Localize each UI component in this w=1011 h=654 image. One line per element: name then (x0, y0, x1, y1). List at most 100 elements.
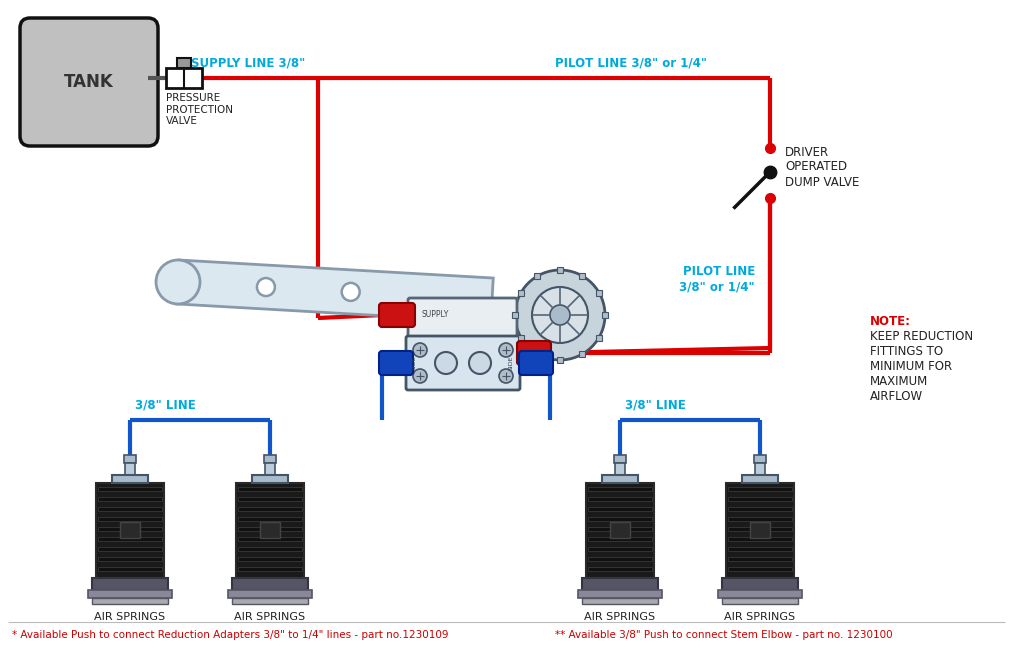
Bar (717, 590, 801, 598)
Bar (721, 578, 798, 590)
Bar (587, 487, 651, 491)
Bar (602, 475, 637, 483)
Bar (98, 497, 162, 501)
Text: TANK: TANK (64, 73, 114, 91)
Bar (252, 475, 288, 483)
Bar (238, 567, 301, 571)
Bar (725, 483, 794, 578)
Bar (741, 475, 777, 483)
Bar (727, 497, 792, 501)
Circle shape (412, 343, 427, 357)
Bar (727, 487, 792, 491)
Text: SUPPLY: SUPPLY (422, 310, 449, 319)
Bar (265, 463, 275, 475)
Bar (587, 507, 651, 511)
Text: NOTE:: NOTE: (869, 315, 910, 328)
Text: SIDE: SIDE (509, 356, 514, 370)
Bar (585, 483, 653, 578)
FancyBboxPatch shape (407, 298, 517, 344)
Bar (238, 527, 301, 531)
Bar (587, 537, 651, 541)
FancyBboxPatch shape (20, 18, 158, 146)
Bar (88, 590, 172, 598)
Bar (238, 497, 301, 501)
Bar (614, 455, 626, 463)
Text: 3/8" LINE: 3/8" LINE (625, 399, 685, 412)
Bar (577, 590, 661, 598)
Bar (264, 455, 276, 463)
Bar (602, 312, 608, 318)
Bar (92, 578, 168, 590)
Circle shape (468, 352, 490, 374)
Bar (615, 463, 625, 475)
Bar (581, 578, 657, 590)
Bar (587, 517, 651, 521)
Circle shape (549, 305, 569, 325)
Bar (556, 267, 562, 273)
FancyBboxPatch shape (379, 303, 415, 327)
Bar (96, 483, 164, 578)
Circle shape (532, 287, 587, 343)
Bar (587, 567, 651, 571)
Text: ** Available 3/8" Push to connect Stem Elbow - part no. 1230100: ** Available 3/8" Push to connect Stem E… (554, 630, 892, 640)
Bar (753, 455, 765, 463)
Bar (166, 68, 202, 88)
FancyBboxPatch shape (405, 336, 520, 390)
Text: 3/8" LINE: 3/8" LINE (134, 399, 195, 412)
Circle shape (498, 343, 513, 357)
Text: * Available Push to connect Reduction Adapters 3/8" to 1/4" lines - part no.1230: * Available Push to connect Reduction Ad… (12, 630, 448, 640)
Bar (112, 475, 148, 483)
Bar (98, 487, 162, 491)
Bar (587, 557, 651, 561)
Bar (98, 537, 162, 541)
Circle shape (257, 278, 275, 296)
Bar (587, 497, 651, 501)
Bar (98, 527, 162, 531)
Bar (581, 598, 657, 604)
Circle shape (435, 352, 457, 374)
Text: AIR SPRINGS: AIR SPRINGS (94, 612, 166, 622)
Bar (579, 273, 585, 279)
Circle shape (156, 260, 200, 304)
Bar (518, 290, 524, 296)
Bar (727, 517, 792, 521)
Bar (727, 507, 792, 511)
Bar (727, 567, 792, 571)
Bar (727, 527, 792, 531)
Bar (98, 567, 162, 571)
Bar (98, 517, 162, 521)
FancyBboxPatch shape (517, 341, 550, 365)
Bar (238, 547, 301, 551)
Polygon shape (177, 260, 492, 322)
Circle shape (515, 270, 605, 360)
Bar (579, 351, 585, 357)
Bar (238, 557, 301, 561)
Circle shape (412, 369, 427, 383)
Bar (260, 522, 280, 538)
Bar (595, 290, 602, 296)
Bar (238, 517, 301, 521)
Bar (721, 598, 798, 604)
Bar (98, 557, 162, 561)
Bar (238, 537, 301, 541)
Text: PILOT LINE 3/8" or 1/4": PILOT LINE 3/8" or 1/4" (554, 57, 707, 70)
Circle shape (342, 283, 359, 301)
Text: AIR SPRINGS: AIR SPRINGS (584, 612, 655, 622)
Text: SIDE: SIDE (411, 356, 417, 370)
Bar (120, 522, 140, 538)
Bar (727, 557, 792, 561)
Text: PRESSURE
PROTECTION
VALVE: PRESSURE PROTECTION VALVE (166, 93, 233, 126)
Bar (587, 527, 651, 531)
Bar (512, 312, 518, 318)
FancyBboxPatch shape (519, 351, 552, 375)
Bar (534, 351, 540, 357)
Bar (727, 547, 792, 551)
Bar (232, 578, 307, 590)
Bar (177, 58, 191, 68)
Bar (749, 522, 769, 538)
Bar (238, 487, 301, 491)
Bar (587, 547, 651, 551)
Bar (98, 507, 162, 511)
Bar (98, 547, 162, 551)
Bar (124, 455, 135, 463)
